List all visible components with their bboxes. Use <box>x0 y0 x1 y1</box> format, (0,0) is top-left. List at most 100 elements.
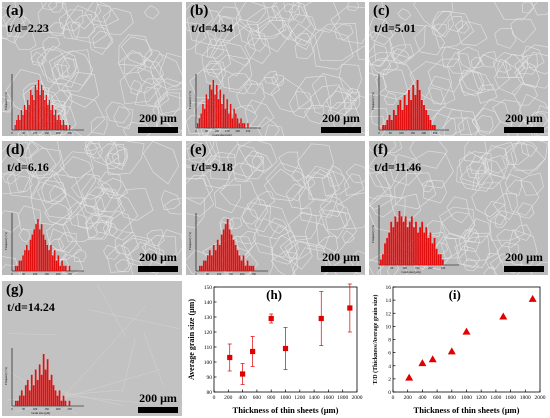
histogram-bar <box>37 80 40 130</box>
histogram-bar <box>210 89 213 128</box>
histogram-tick-label: 250 <box>441 266 446 270</box>
histogram-bar <box>14 125 16 130</box>
histogram-bar <box>433 238 436 265</box>
x-axis-label: Thickness of thin sheets (μm) <box>414 405 520 415</box>
histogram-tick-label: 100 <box>215 129 220 133</box>
histogram-tick-label: 100 <box>399 131 404 135</box>
histogram-bar <box>427 238 430 265</box>
histogram-bar <box>33 100 35 130</box>
data-point <box>499 312 508 320</box>
td-ratio: t/d=14.24 <box>7 300 55 314</box>
histogram-bar <box>16 400 19 406</box>
histogram-bar <box>19 120 21 130</box>
histogram-tick-label: 50 <box>22 407 26 411</box>
data-point <box>528 294 537 302</box>
histogram-bar <box>210 255 213 271</box>
histogram-bar <box>31 234 34 271</box>
histogram-bar <box>418 90 421 130</box>
histogram-tick-label: 0 <box>378 266 380 270</box>
histogram-bar <box>32 385 35 406</box>
td-ratio: t/d=4.34 <box>191 21 233 35</box>
histogram-bar <box>47 105 49 130</box>
histogram-bar <box>423 105 425 130</box>
histogram-bar <box>58 390 61 406</box>
histogram-bar <box>222 229 225 271</box>
histogram-bar <box>64 125 66 130</box>
histogram-bar <box>223 94 225 128</box>
histogram-bar <box>203 108 206 128</box>
histogram-bar <box>208 250 211 271</box>
histogram-bar <box>44 239 47 271</box>
scale-bar <box>138 407 178 413</box>
x-tick-label: 600 <box>433 395 442 401</box>
histogram-tick-label: 0 <box>11 131 13 135</box>
histogram-bar <box>39 95 41 130</box>
panel-label: (f) <box>373 142 388 158</box>
histogram-bar <box>388 115 391 130</box>
histogram-bar <box>53 250 56 271</box>
histogram-bar <box>50 110 52 130</box>
histogram-bar <box>416 80 419 130</box>
histogram-xlabel: Grain size (μm) <box>402 270 421 274</box>
histogram-bar <box>29 239 32 271</box>
histogram-bar <box>48 380 51 406</box>
y-tick-label: 14 <box>386 298 392 304</box>
histogram-bar <box>238 123 241 128</box>
x-tick-label: 400 <box>238 395 247 401</box>
histogram-bar <box>392 227 395 265</box>
panel-label: (d) <box>6 142 25 158</box>
x-tick-label: 1000 <box>280 395 291 401</box>
histogram-bar <box>433 125 436 130</box>
histogram-bar <box>54 390 57 406</box>
histogram-bar <box>34 369 37 406</box>
x-tick-label: 1200 <box>294 395 305 401</box>
data-point <box>240 371 246 377</box>
histogram-bar <box>68 400 71 406</box>
histogram-ylabel: Frequency (%) <box>188 91 192 109</box>
chart-i-svg: 0 200 400 600 800 1000 1200 1400 1600 1800 2000 0 2 4… <box>372 285 546 415</box>
scale-bar <box>321 266 361 272</box>
y-tick-label: 140 <box>204 300 213 306</box>
data-point <box>347 305 353 311</box>
histogram-tick-label: 250 <box>433 131 438 135</box>
histogram-bar <box>28 105 30 130</box>
histogram-bar <box>26 245 28 271</box>
histogram-bar <box>42 234 45 271</box>
histogram-tick-label: 0 <box>195 272 197 275</box>
x-tick-label: 0 <box>213 395 216 401</box>
histogram-bar <box>20 260 22 271</box>
histogram-bar <box>240 260 243 271</box>
scale-bar-label: 200 μm <box>322 250 360 264</box>
histogram-bar <box>390 120 393 130</box>
histogram-bar <box>14 400 17 406</box>
histogram-bar <box>16 265 19 271</box>
histogram-bar <box>44 100 46 130</box>
histogram-bar <box>27 100 29 130</box>
histogram-tick-label: 0 <box>11 407 13 411</box>
histogram-bar <box>392 110 395 130</box>
histogram-bar <box>413 227 415 265</box>
y-tick-label: 0 <box>388 390 391 396</box>
histogram-bar <box>212 245 215 271</box>
micrograph-d: (d) t/d=6.16 0 50 100 150 200 250 Frequency (%) G… <box>2 141 182 275</box>
histogram-bar <box>238 255 241 271</box>
histogram-bar <box>217 99 220 128</box>
histogram-bar <box>400 216 403 265</box>
histogram-bar <box>17 115 19 130</box>
panel-label: (a) <box>6 3 24 19</box>
histogram-bar <box>14 265 17 271</box>
histogram-bar <box>246 260 249 271</box>
histogram-bar <box>236 118 239 128</box>
histogram-bar <box>243 123 246 128</box>
histogram-bar <box>16 120 18 130</box>
histogram-bar <box>50 374 53 406</box>
histogram-tick-label: 100 <box>217 272 222 275</box>
histogram-bar <box>36 380 39 406</box>
td-ratio: t/d=5.01 <box>374 21 416 35</box>
histogram-tick-label: 250 <box>251 272 256 275</box>
histogram-bar <box>198 118 201 128</box>
histogram-bar <box>410 100 412 130</box>
histogram-bar <box>425 110 428 130</box>
